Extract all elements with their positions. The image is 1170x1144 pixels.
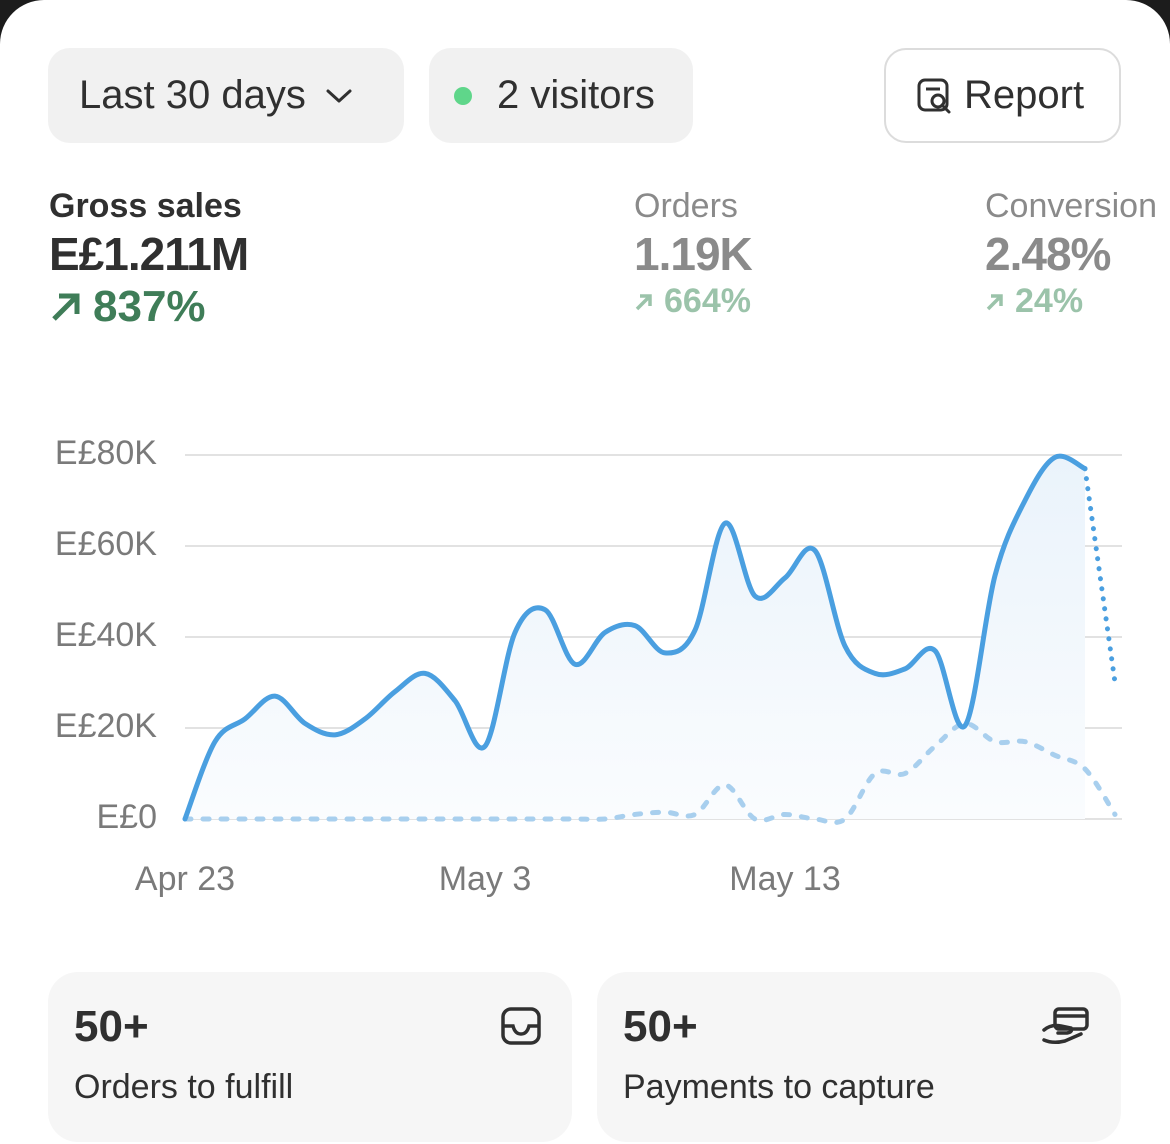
x-tick-label: May 13 [729, 860, 841, 898]
report-icon [917, 78, 951, 113]
inbox-icon [501, 1007, 541, 1045]
arrow-icon [635, 293, 652, 310]
metric-value: 2.48% [985, 228, 1111, 280]
metric-change: 837% [49, 282, 248, 332]
report-label: Report [964, 73, 1085, 117]
task-card[interactable]: 50+ Orders to fulfill [48, 972, 572, 1142]
payment-icon [1042, 1007, 1089, 1045]
chart: E£0 E£20K E£40K E£60K E£80K Apr 23 May 3 May 13 [55, 434, 1122, 898]
change-value: 837% [93, 282, 206, 331]
report-button[interactable]: Report [884, 48, 1121, 143]
visitors-label: 2 visitors [497, 73, 655, 117]
card-count: 50+ [623, 1002, 698, 1051]
x-tick-label: Apr 23 [135, 860, 235, 898]
y-tick-label: E£60K [55, 525, 157, 563]
area [185, 456, 1085, 819]
metric-value: E£1.211M [49, 228, 249, 280]
y-tick-label: E£0 [97, 798, 158, 836]
live-dot [454, 86, 472, 105]
y-tick-label: E£40K [55, 616, 157, 654]
line [1082, 466, 1118, 685]
metric-value: 1.19K [634, 228, 753, 280]
x-tick-label: May 3 [439, 860, 532, 898]
arrow-icon [52, 293, 80, 321]
period-selector[interactable]: Last 30 days [48, 48, 404, 143]
chevron-icon [326, 89, 352, 102]
change-value: 24% [1015, 282, 1084, 320]
card-count: 50+ [74, 1002, 149, 1051]
card-label: Orders to fulfill [74, 1068, 294, 1106]
change-value: 664% [664, 282, 751, 320]
metric-label: Conversion [985, 187, 1157, 225]
period-label: Last 30 days [79, 73, 306, 117]
metric[interactable]: Conversion 2.48% 24% [985, 186, 1157, 321]
metric-label: Orders [634, 187, 738, 225]
metric-change: 664% [634, 282, 752, 321]
arrow-icon [986, 293, 1003, 310]
line [182, 453, 1088, 822]
y-tick-label: E£80K [55, 434, 157, 472]
card-label: Payments to capture [623, 1068, 935, 1106]
visitors-pill[interactable]: 2 visitors [429, 48, 693, 143]
metric[interactable]: Orders 1.19K 664% [634, 186, 753, 321]
y-tick-label: E£20K [55, 707, 157, 745]
metric[interactable]: Gross sales E£1.211M 837% [49, 186, 249, 332]
metric-label: Gross sales [49, 187, 242, 225]
metric-change: 24% [985, 282, 1157, 321]
task-card[interactable]: 50+ Payments to capture [597, 972, 1121, 1142]
